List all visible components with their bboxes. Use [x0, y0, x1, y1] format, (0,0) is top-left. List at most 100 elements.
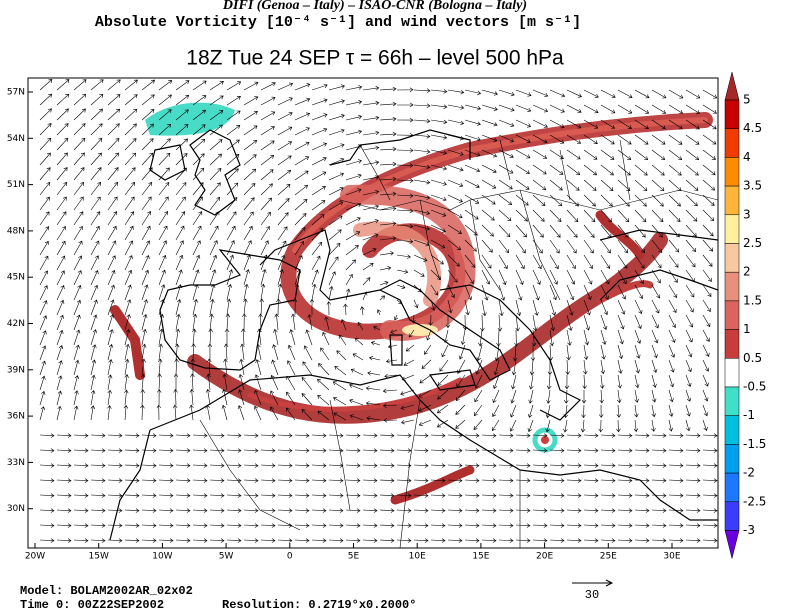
wind-arrow: [317, 410, 330, 421]
wind-arrow: [634, 493, 650, 498]
wind-arrow: [39, 433, 55, 438]
wind-arrow: [226, 508, 242, 513]
wind-arrow: [175, 153, 188, 166]
wind-arrow: [413, 254, 428, 262]
wind-arrow: [497, 314, 503, 332]
wind-arrow: [600, 299, 609, 316]
wind-arrow: [617, 538, 633, 543]
wind-arrow: [634, 374, 640, 389]
wind-arrow: [583, 104, 599, 114]
wind-arrow: [651, 224, 663, 238]
wind-arrow: [634, 508, 650, 513]
wind-arrow: [333, 397, 347, 406]
wind-arrow: [301, 376, 313, 391]
wind-arrow: [413, 448, 429, 453]
wind-arrow: [564, 389, 569, 404]
wind-arrow: [226, 523, 242, 528]
wind-arrow: [437, 374, 449, 386]
wind-arrow: [56, 329, 64, 346]
wind-arrow: [73, 93, 87, 106]
wind-arrow: [426, 329, 432, 341]
wind-arrow: [396, 239, 414, 244]
wind-arrow: [158, 448, 174, 453]
wind-arrow: [141, 508, 157, 513]
wind-arrow: [56, 93, 70, 106]
wind-arrow: [651, 433, 667, 438]
wind-arrow: [515, 149, 531, 159]
wind-arrow: [668, 134, 683, 145]
wind-arrow: [617, 269, 627, 285]
wind-arrow: [191, 343, 196, 361]
wind-arrow: [430, 194, 447, 202]
wind-arrow: [498, 433, 514, 438]
wind-arrow: [311, 98, 328, 106]
wind-arrow: [532, 224, 544, 238]
wind-arrow: [481, 299, 487, 317]
wind-arrow: [481, 478, 497, 483]
wind-arrow: [56, 314, 64, 331]
colorbar-segment: [724, 185, 740, 216]
wind-arrow: [702, 239, 714, 252]
wind-arrow: [334, 365, 347, 376]
wind-arrow: [685, 523, 701, 528]
wind-arrow: [498, 284, 506, 301]
wind-arrow: [90, 284, 99, 301]
wind-arrow: [243, 448, 259, 453]
wind-arrow: [260, 268, 267, 286]
wind-arrow: [362, 463, 378, 468]
wind-arrow: [566, 254, 576, 270]
wind-arrow: [421, 359, 432, 369]
wind-arrow: [685, 433, 701, 438]
wind-arrow: [685, 194, 698, 207]
wind-arrow: [192, 240, 201, 256]
wind-arrow: [634, 344, 641, 359]
wind-arrow: [464, 194, 480, 204]
wind-arrow: [600, 523, 616, 528]
wind-arrow: [583, 179, 597, 191]
wind-arrow: [277, 155, 292, 166]
wind-arrow: [498, 448, 514, 453]
wind-arrow: [370, 341, 381, 346]
wind-arrow: [328, 271, 336, 286]
wind-arrow: [600, 433, 616, 438]
wind-arrow: [222, 373, 228, 391]
wind-arrow: [617, 463, 633, 468]
wind-arrow: [481, 448, 497, 453]
wind-arrow: [107, 478, 123, 483]
wind-arrow: [107, 152, 119, 166]
colorbar-label: -1.5: [743, 437, 766, 451]
wind-arrow: [90, 196, 101, 211]
wind-arrow: [413, 538, 429, 543]
wind-arrow: [73, 255, 83, 271]
wind-arrow: [141, 255, 150, 271]
wind-arrow: [396, 523, 412, 528]
wind-arrow: [379, 116, 397, 122]
wind-arrow: [549, 194, 563, 207]
wind-arrow: [39, 448, 55, 453]
wind-arrow: [362, 248, 377, 256]
wind-arrow: [473, 419, 483, 431]
wind-arrow: [685, 478, 701, 483]
wind-arrow: [532, 448, 548, 453]
wind-arrow: [277, 184, 291, 196]
header-line-1: DIFI (Genoa – Italy) – ISAO-CNR (Bologna…: [222, 0, 527, 13]
lon-label: 5E: [348, 552, 360, 562]
wind-arrow: [481, 209, 495, 221]
wind-arrow: [365, 401, 381, 406]
wind-arrow: [566, 134, 582, 144]
wind-arrow: [430, 284, 438, 296]
wind-arrow: [515, 538, 531, 543]
wind-arrow: [209, 478, 225, 483]
wind-arrow: [311, 269, 319, 286]
wind-arrow: [668, 269, 678, 283]
wind-arrow: [702, 314, 711, 328]
colorbar-label: 3: [743, 207, 751, 221]
wind-arrow: [583, 239, 594, 254]
lon-label: 15W: [89, 552, 109, 562]
wind-arrow: [294, 227, 306, 241]
wind-arrow: [73, 314, 81, 331]
wind-arrow: [546, 389, 551, 404]
wind-arrow: [277, 478, 293, 483]
wind-arrow: [362, 204, 380, 211]
wind-arrow: [311, 523, 327, 528]
